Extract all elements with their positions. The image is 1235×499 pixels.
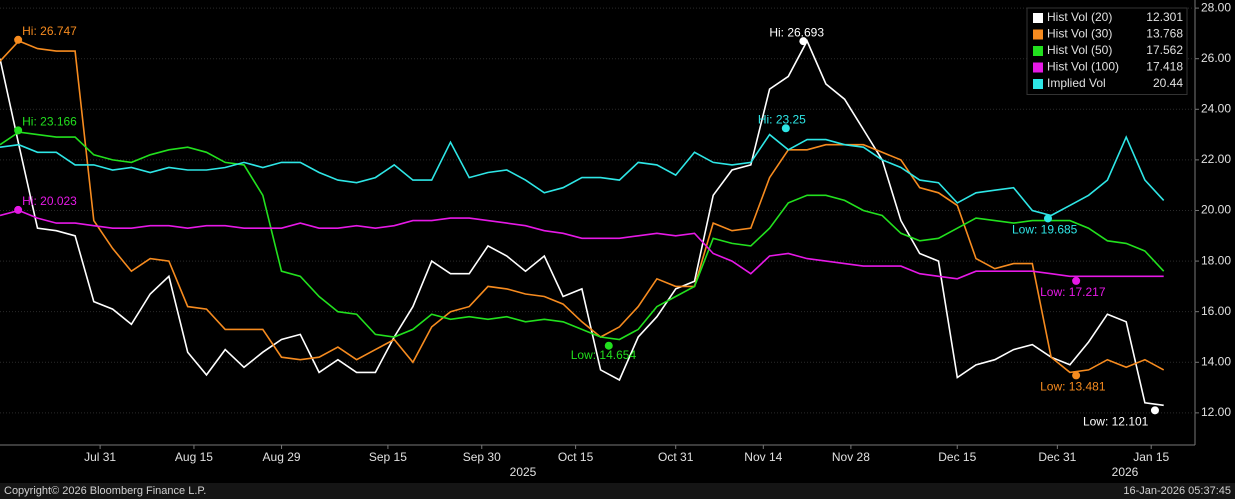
x-tick-label: Aug 29 — [263, 450, 301, 464]
x-tick-label: Oct 31 — [658, 450, 694, 464]
annotation-marker — [14, 205, 23, 214]
legend-value: 20.44 — [1153, 76, 1183, 90]
y-tick-label: 24.00 — [1201, 101, 1231, 115]
annotation-label: Hi: 26.747 — [22, 24, 77, 38]
legend-swatch — [1033, 46, 1043, 56]
year-label: 2025 — [510, 465, 537, 479]
x-tick-label: Dec 31 — [1038, 450, 1076, 464]
annotation-marker — [1150, 406, 1159, 415]
annotation-label: Low: 12.101 — [1083, 414, 1149, 428]
series-line — [0, 131, 1165, 341]
annotation-marker — [1072, 371, 1081, 380]
y-tick-label: 12.00 — [1201, 405, 1231, 419]
y-tick-label: 26.00 — [1201, 51, 1231, 65]
series-line — [0, 39, 1164, 407]
footer-bar — [0, 483, 1235, 499]
y-tick-label: 14.00 — [1201, 354, 1231, 368]
series-line — [0, 133, 1165, 217]
y-tick-label: 18.00 — [1201, 253, 1231, 267]
copyright: Copyright© 2026 Bloomberg Finance L.P. — [4, 485, 206, 497]
legend-label: Hist Vol (50) — [1047, 43, 1112, 57]
legend-value: 17.562 — [1146, 43, 1183, 57]
y-tick-label: 22.00 — [1201, 152, 1231, 166]
annotation-marker — [781, 124, 790, 133]
annotation-marker — [1072, 276, 1081, 285]
series-line — [0, 40, 1165, 374]
x-tick-label: Aug 15 — [175, 450, 213, 464]
annotation-label: Low: 19.685 — [1012, 223, 1078, 237]
legend-label: Hist Vol (20) — [1047, 10, 1112, 24]
y-tick-label: 20.00 — [1201, 203, 1231, 217]
legend-swatch — [1033, 13, 1043, 23]
annotation-marker — [604, 341, 613, 350]
annotation-label: Low: 14.654 — [571, 348, 637, 362]
legend-label: Hist Vol (30) — [1047, 27, 1112, 41]
legend-swatch — [1033, 62, 1043, 73]
x-tick-label: Nov 14 — [744, 450, 782, 464]
legend-label: Hist Vol (100) — [1047, 60, 1119, 74]
annotation-label: Low: 17.217 — [1040, 285, 1106, 299]
annotation-marker — [799, 37, 808, 46]
timestamp: 16-Jan-2026 05:37:45 — [1123, 485, 1231, 497]
legend-box — [1026, 7, 1188, 95]
annotation-marker — [14, 35, 23, 44]
legend-swatch — [1033, 29, 1043, 40]
x-tick-label: Sep 15 — [369, 450, 407, 464]
series-line — [0, 209, 1164, 280]
x-tick-label: Sep 30 — [463, 450, 501, 464]
y-tick-label: 16.00 — [1201, 304, 1231, 318]
annotation-label: Hi: 23.166 — [22, 115, 77, 129]
legend-value: 17.418 — [1146, 60, 1183, 74]
annotation-marker — [1043, 214, 1052, 223]
legend-swatch — [1033, 79, 1043, 89]
annotation-label: Hi: 20.023 — [22, 194, 77, 208]
x-tick-label: Dec 15 — [938, 450, 976, 464]
year-label: 2026 — [1112, 465, 1139, 479]
annotation-label: Hi: 23.25 — [758, 112, 806, 126]
x-tick-label: Jul 31 — [84, 450, 116, 464]
annotation-marker — [14, 126, 23, 135]
legend-value: 12.301 — [1146, 10, 1183, 24]
annotation-label: Hi: 26.693 — [769, 25, 824, 39]
legend-value: 13.768 — [1146, 27, 1183, 41]
x-tick-label: Nov 28 — [832, 450, 870, 464]
annotation-label: Low: 13.481 — [1040, 380, 1106, 394]
x-tick-label: Jan 15 — [1133, 450, 1169, 464]
legend-label: Implied Vol — [1047, 76, 1106, 90]
x-tick-label: Oct 15 — [558, 450, 594, 464]
y-tick-label: 28.00 — [1201, 0, 1231, 14]
